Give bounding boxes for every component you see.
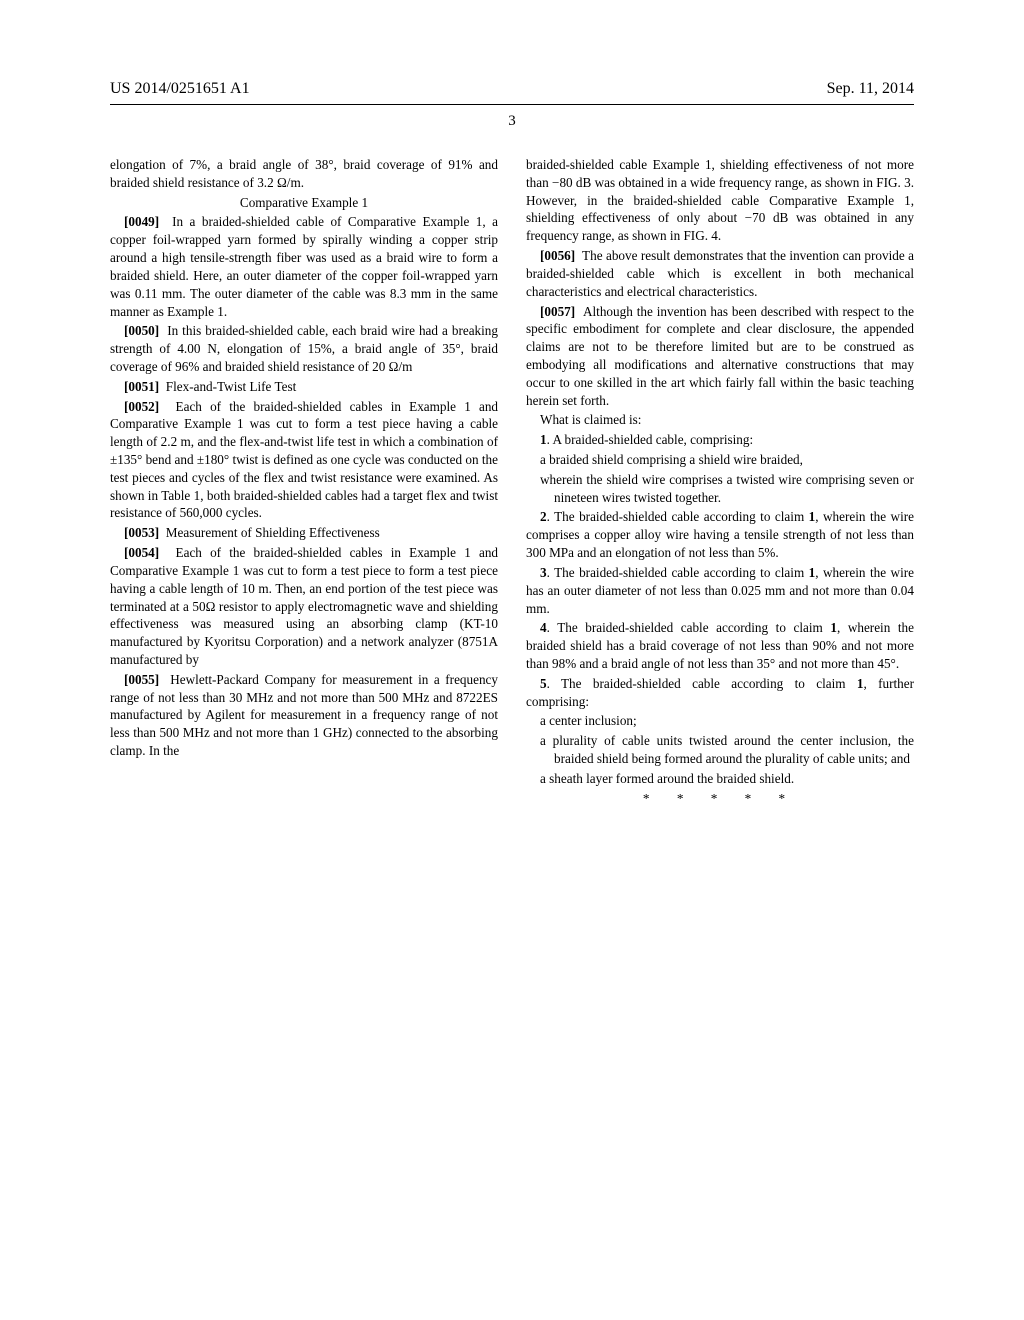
page-header: US 2014/0251651 A1 Sep. 11, 2014 — [110, 80, 914, 98]
para-num: [0049] — [124, 214, 159, 229]
body-columns: elongation of 7%, a braid angle of 38°, … — [110, 156, 914, 809]
para-num: [0055] — [124, 672, 159, 687]
paragraph-0051: [0051] Flex-and-Twist Life Test — [110, 378, 498, 396]
what-is-claimed: What is claimed is: — [526, 411, 914, 429]
claim-1-lead: 11. A braided-shielded cable, comprising… — [526, 431, 914, 449]
paragraph-0057: [0057] Although the invention has been d… — [526, 303, 914, 410]
paragraph-continuation: braided-shielded cable Example 1, shield… — [526, 156, 914, 245]
para-text: Each of the braided-shielded cables in E… — [110, 545, 498, 667]
paragraph-0055: [0055] Hewlett-Packard Company for measu… — [110, 671, 498, 760]
claim-1-element: a braided shield comprising a shield wir… — [526, 451, 914, 469]
para-text: Each of the braided-shielded cables in E… — [110, 399, 498, 521]
claim-5-element: a plurality of cable units twisted aroun… — [526, 732, 914, 768]
para-num: [0050] — [124, 323, 159, 338]
paragraph-0052: [0052] Each of the braided-shielded cabl… — [110, 398, 498, 523]
claim-text: . The braided-shielded cable according t… — [526, 620, 914, 671]
para-num: [0052] — [124, 399, 159, 414]
para-num: [0054] — [124, 545, 159, 560]
para-num: [0053] — [124, 525, 159, 540]
claim-5-element: a sheath layer formed around the braided… — [526, 770, 914, 788]
claim-text: . The braided-shielded cable according t… — [526, 509, 914, 560]
header-rule — [110, 104, 914, 105]
claim-number: 5 — [540, 676, 547, 691]
paragraph-0053: [0053] Measurement of Shielding Effectiv… — [110, 524, 498, 542]
comparative-example-heading: Comparative Example 1 — [110, 194, 498, 212]
claim-text: . The braided-shielded cable according t… — [526, 565, 914, 616]
claim-3: 3. The braided-shielded cable according … — [526, 564, 914, 617]
para-text: Flex-and-Twist Life Test — [166, 379, 297, 394]
para-text: Hewlett-Packard Company for measurement … — [110, 672, 498, 758]
claim-2: 2. The braided-shielded cable according … — [526, 508, 914, 561]
para-num: [0057] — [540, 304, 575, 319]
left-column: elongation of 7%, a braid angle of 38°, … — [110, 156, 498, 809]
publication-date: Sep. 11, 2014 — [827, 80, 914, 98]
claim-text-v: . A braided-shielded cable, comprising: — [547, 432, 754, 447]
claim-number: 3 — [540, 565, 547, 580]
claim-5-element: a center inclusion; — [526, 712, 914, 730]
para-num: [0056] — [540, 248, 575, 263]
claim-4: 4. The braided-shielded cable according … — [526, 619, 914, 672]
claim-text: . The braided-shielded cable according t… — [526, 676, 914, 709]
end-marker: * * * * * — [526, 790, 914, 808]
publication-number: US 2014/0251651 A1 — [110, 80, 250, 98]
claim-5-lead: 5. The braided-shielded cable according … — [526, 675, 914, 711]
para-text: The above result demonstrates that the i… — [526, 248, 914, 299]
para-text: Although the invention has been describe… — [526, 304, 914, 408]
para-text: Measurement of Shielding Effectiveness — [166, 525, 380, 540]
claim-number: 2 — [540, 509, 547, 524]
right-column: braided-shielded cable Example 1, shield… — [526, 156, 914, 809]
claim-number: 4 — [540, 620, 547, 635]
paragraph-0054: [0054] Each of the braided-shielded cabl… — [110, 544, 498, 669]
para-num: [0051] — [124, 379, 159, 394]
paragraph-0056: [0056] The above result demonstrates tha… — [526, 247, 914, 300]
page-number: 3 — [110, 113, 914, 130]
para-text: In this braided-shielded cable, each bra… — [110, 323, 498, 374]
claim-number: 1 — [540, 432, 547, 447]
para-text: In a braided-shielded cable of Comparati… — [110, 214, 498, 318]
claim-1-element: wherein the shield wire comprises a twis… — [526, 471, 914, 507]
paragraph-0050: [0050] In this braided-shielded cable, e… — [110, 322, 498, 375]
paragraph-0049: [0049] In a braided-shielded cable of Co… — [110, 213, 498, 320]
paragraph-continuation: elongation of 7%, a braid angle of 38°, … — [110, 156, 498, 192]
patent-page: US 2014/0251651 A1 Sep. 11, 2014 3 elong… — [0, 0, 1024, 1320]
